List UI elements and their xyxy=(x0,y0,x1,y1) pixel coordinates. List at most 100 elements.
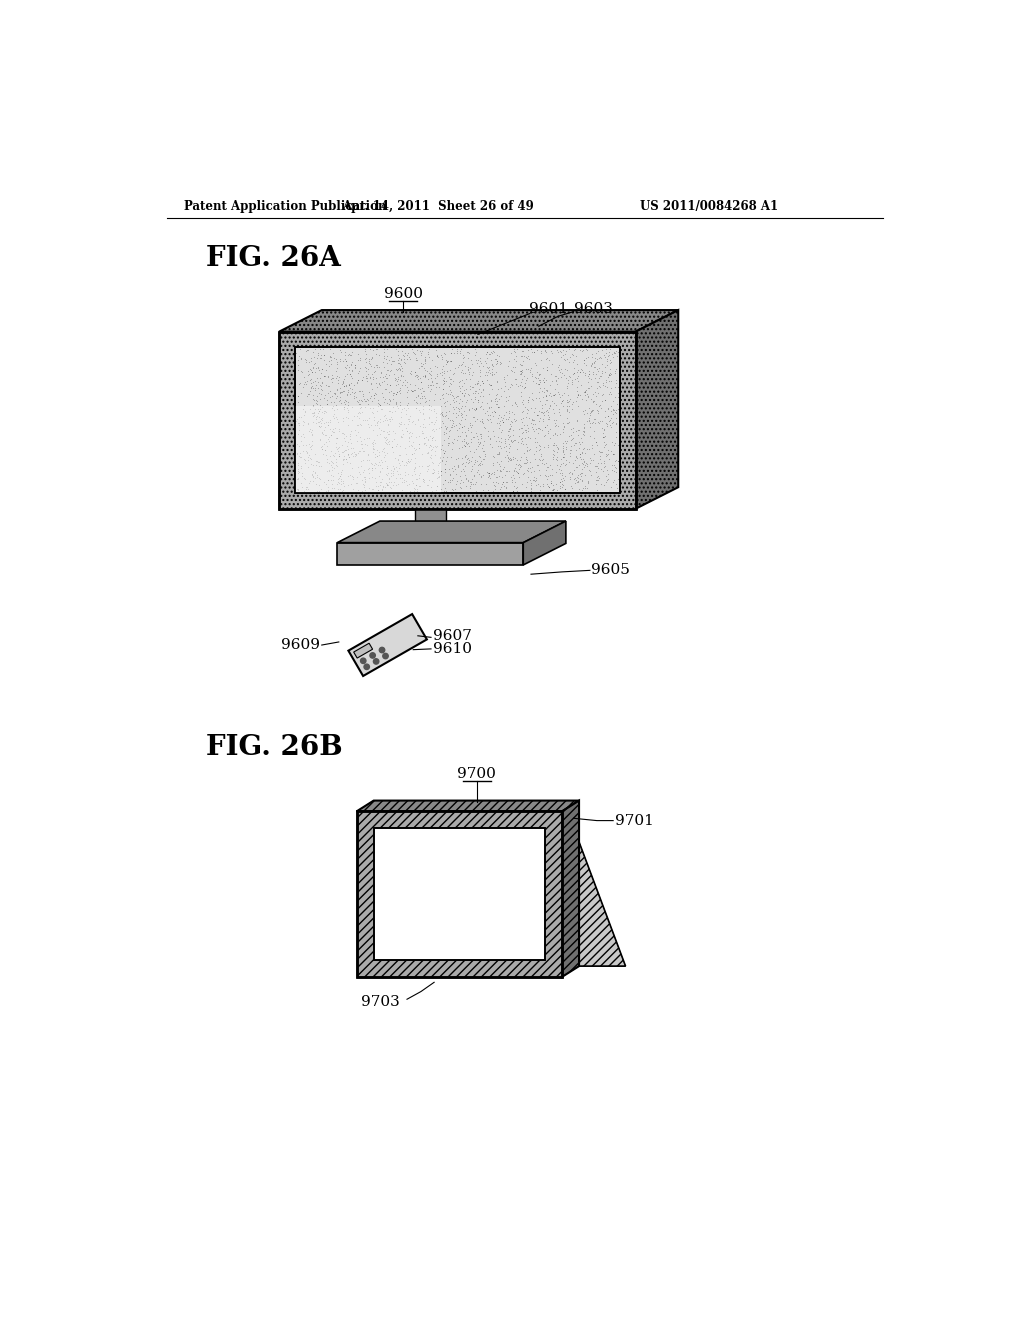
Point xyxy=(583,354,599,375)
Point xyxy=(324,424,340,445)
Point xyxy=(365,432,381,453)
Point xyxy=(564,462,581,483)
Point xyxy=(369,453,385,474)
Point xyxy=(513,408,529,429)
Point xyxy=(467,388,483,409)
Point xyxy=(468,422,484,444)
Point xyxy=(357,433,374,454)
Point xyxy=(447,389,464,411)
Point xyxy=(517,453,534,474)
Point xyxy=(593,474,609,495)
Point xyxy=(536,403,552,424)
Point xyxy=(468,438,484,459)
Point xyxy=(340,395,356,416)
Point xyxy=(609,450,626,471)
Point xyxy=(508,409,524,430)
Point xyxy=(397,470,414,491)
Point xyxy=(330,358,346,379)
Point xyxy=(457,422,473,444)
Point xyxy=(580,385,596,407)
Point xyxy=(413,371,429,392)
Point xyxy=(483,379,500,400)
Point xyxy=(429,436,445,457)
Point xyxy=(454,355,470,376)
Point xyxy=(586,352,602,374)
Point xyxy=(572,339,589,360)
Circle shape xyxy=(379,647,385,652)
Point xyxy=(426,368,442,389)
Point xyxy=(319,389,336,411)
Point xyxy=(434,401,451,422)
Point xyxy=(347,444,364,465)
Point xyxy=(290,359,306,380)
Point xyxy=(400,428,417,449)
Point xyxy=(541,397,557,418)
Point xyxy=(609,399,626,420)
Point xyxy=(507,478,523,499)
Point xyxy=(326,396,342,417)
Point xyxy=(582,417,598,438)
Point xyxy=(523,364,540,385)
Point xyxy=(313,363,330,384)
Point xyxy=(531,479,548,500)
Point xyxy=(495,407,511,428)
Point xyxy=(483,363,500,384)
Point xyxy=(392,348,409,370)
Point xyxy=(386,429,402,450)
Point xyxy=(587,413,603,434)
Point xyxy=(441,383,458,404)
Point xyxy=(436,343,453,364)
Point xyxy=(561,401,578,422)
Point xyxy=(351,461,368,482)
Point xyxy=(384,436,400,457)
Point xyxy=(460,342,476,363)
Point xyxy=(366,407,382,428)
Point xyxy=(398,417,415,438)
Point xyxy=(592,411,608,432)
Point xyxy=(300,364,316,385)
Point xyxy=(468,397,484,418)
Point xyxy=(485,421,502,442)
Point xyxy=(445,429,462,450)
Point xyxy=(592,446,608,467)
Point xyxy=(430,462,446,483)
Point xyxy=(564,463,581,484)
Point xyxy=(538,424,554,445)
Point xyxy=(399,342,416,363)
Point xyxy=(400,411,417,432)
Point xyxy=(321,479,337,500)
Point xyxy=(510,432,526,453)
Point xyxy=(350,401,367,422)
Point xyxy=(438,417,455,438)
Point xyxy=(604,454,621,475)
Point xyxy=(432,363,449,384)
Point xyxy=(609,342,626,363)
Point xyxy=(325,342,341,363)
Point xyxy=(506,339,522,360)
Point xyxy=(596,437,612,458)
Point xyxy=(586,428,602,449)
Point xyxy=(381,469,397,490)
Point xyxy=(532,446,549,467)
Point xyxy=(566,338,583,359)
Point xyxy=(546,478,562,499)
Point xyxy=(502,417,518,438)
Point xyxy=(450,455,466,477)
Point xyxy=(354,370,371,391)
Point xyxy=(459,449,475,470)
Point xyxy=(310,399,327,420)
Point xyxy=(429,346,445,367)
Point xyxy=(330,479,346,500)
Point xyxy=(482,363,499,384)
Point xyxy=(418,391,434,412)
Point xyxy=(377,444,393,465)
Point xyxy=(311,455,328,477)
Point xyxy=(446,362,463,383)
Point xyxy=(434,446,451,467)
Point xyxy=(350,482,367,503)
Polygon shape xyxy=(356,812,562,977)
Point xyxy=(353,450,370,471)
Point xyxy=(455,407,471,428)
Point xyxy=(456,416,472,437)
Point xyxy=(591,396,607,417)
